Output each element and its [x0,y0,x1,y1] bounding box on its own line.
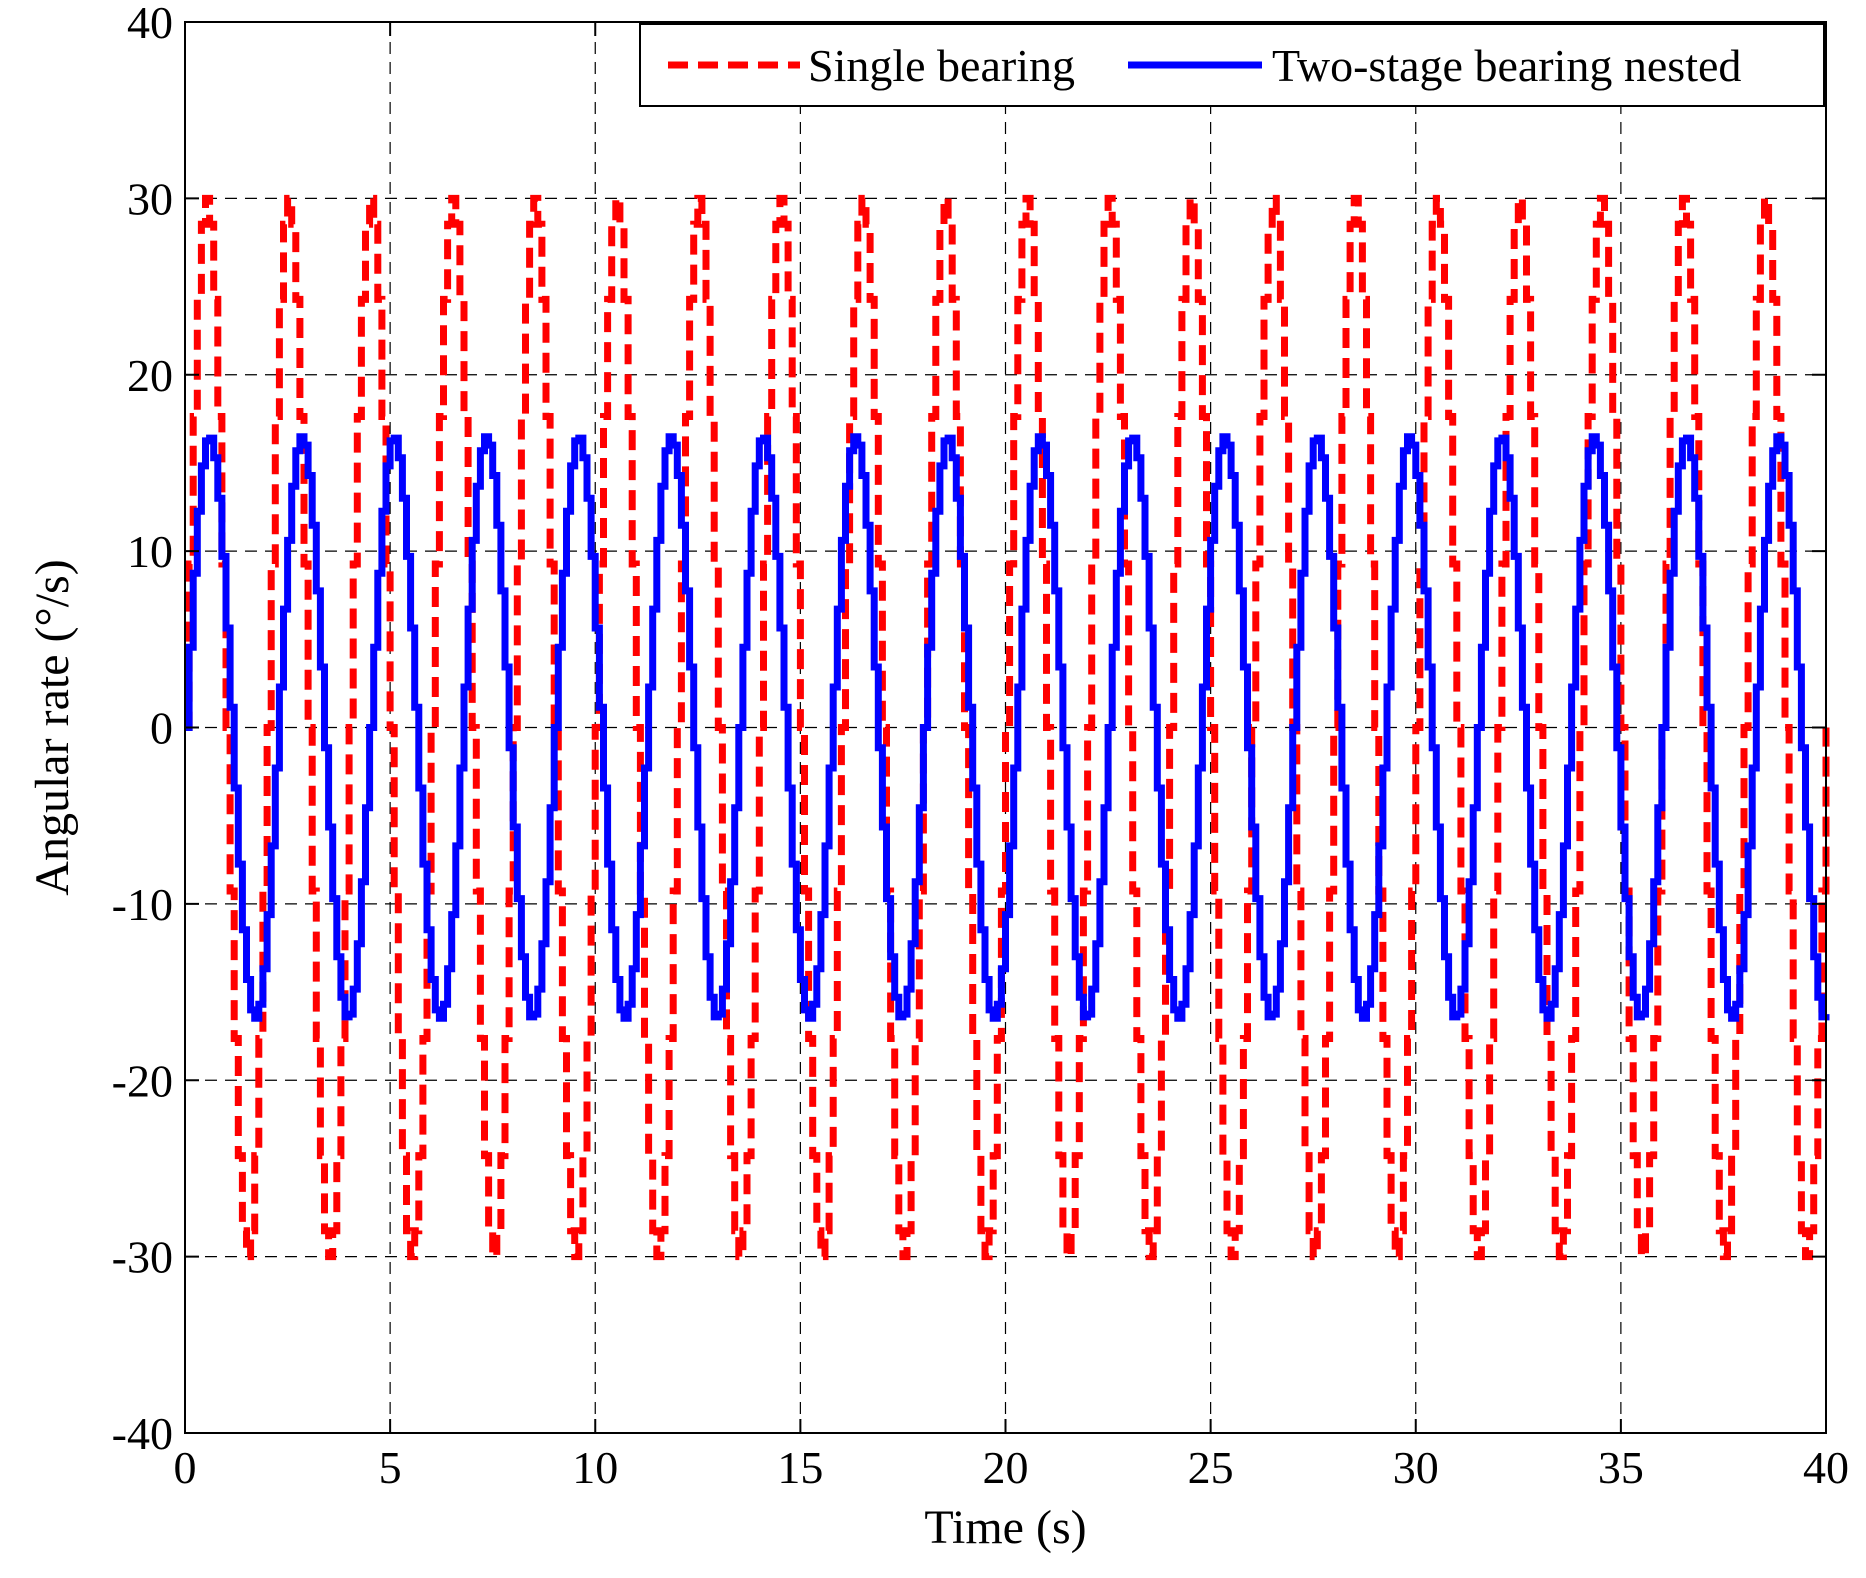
y-tick-label: 30 [127,173,173,224]
x-tick-label: 35 [1598,1442,1644,1493]
y-tick-label: 20 [127,350,173,401]
y-tick-label: -40 [112,1408,173,1459]
x-tick-label: 25 [1188,1442,1234,1493]
x-tick-label: 10 [572,1442,618,1493]
series-layer [185,194,1830,1261]
y-tick-label: 40 [127,0,173,48]
x-tick-label: 0 [174,1442,197,1493]
legend-label-single-bearing: Single bearing [808,40,1075,91]
x-tick-label: 15 [777,1442,823,1493]
x-tick-label: 40 [1803,1442,1849,1493]
x-tick-label: 20 [983,1442,1029,1493]
x-tick-label: 5 [379,1442,402,1493]
grid [185,22,1826,1433]
y-tick-label: -10 [112,879,173,930]
series-line-two-stage-bearing [185,433,1830,1022]
y-tick-label: -30 [112,1232,173,1283]
legend-label-two-stage-bearing: Two-stage bearing nested [1272,40,1741,91]
x-tick-label: 30 [1393,1442,1439,1493]
y-axis-label: Angular rate (°/s) [26,559,79,895]
y-tick-label: 0 [150,703,173,754]
series-line-single-bearing [185,194,1830,1261]
legend: Single bearing Two-stage bearing nested [639,23,1825,107]
y-tick-label: 10 [127,526,173,577]
y-tick-label: -20 [112,1055,173,1106]
tick-labels: 0 5 10 15 20 25 30 35 40 -40 -30 -20 -10 0 10 20 30 40 [112,0,1849,1493]
x-axis-label: Time (s) [924,1501,1086,1554]
